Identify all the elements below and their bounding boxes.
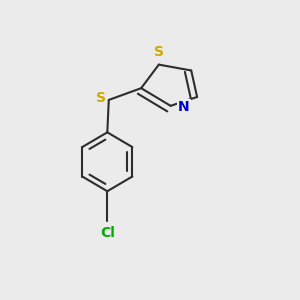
Text: Cl: Cl: [100, 226, 115, 240]
Text: S: S: [154, 45, 164, 59]
Text: N: N: [178, 100, 190, 114]
Text: S: S: [96, 92, 106, 106]
